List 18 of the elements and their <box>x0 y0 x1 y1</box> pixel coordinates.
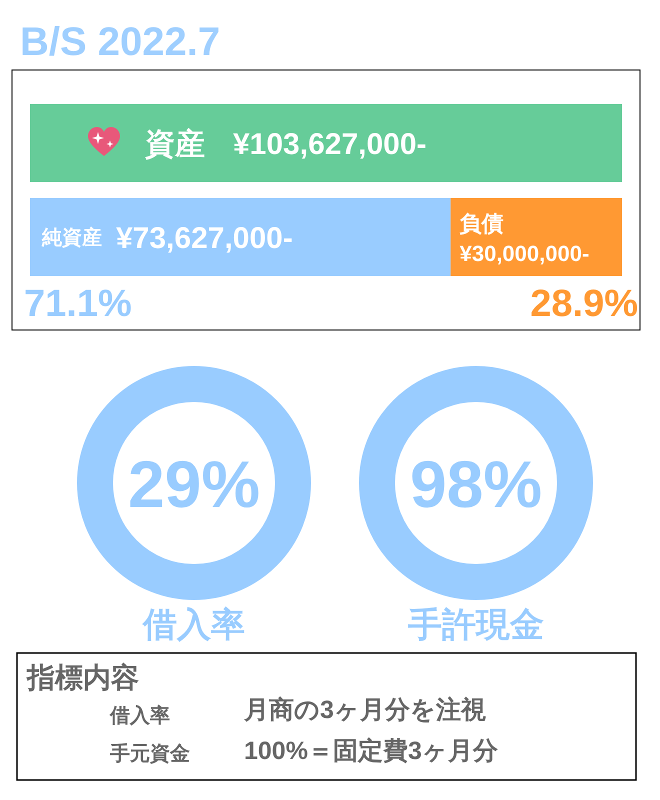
series-label: 負債 <box>460 211 504 236</box>
chart-title: B/S 2022.7 <box>20 20 220 64</box>
text: 29% <box>128 447 260 521</box>
series-label: 純資産 <box>41 226 102 249</box>
category-label: 手許現金 <box>407 606 544 644</box>
category-label: 借入率 <box>142 606 245 644</box>
text: 100%＝固定費3ヶ月分 <box>244 737 499 765</box>
data-label: ¥103,627,000- <box>233 128 427 161</box>
series-label: 資産 <box>144 127 205 161</box>
text: 手元資金 <box>109 742 190 765</box>
text: 指標内容 <box>26 662 139 693</box>
text: 借入率 <box>109 704 170 727</box>
annotation: 71.1% <box>24 283 132 325</box>
data-label: ¥73,627,000- <box>116 222 293 255</box>
text: 月商の3ヶ月分を注視 <box>243 696 486 724</box>
text: 98% <box>410 447 542 521</box>
data-label: ¥30,000,000- <box>460 241 590 266</box>
annotation: 28.9% <box>530 283 638 325</box>
